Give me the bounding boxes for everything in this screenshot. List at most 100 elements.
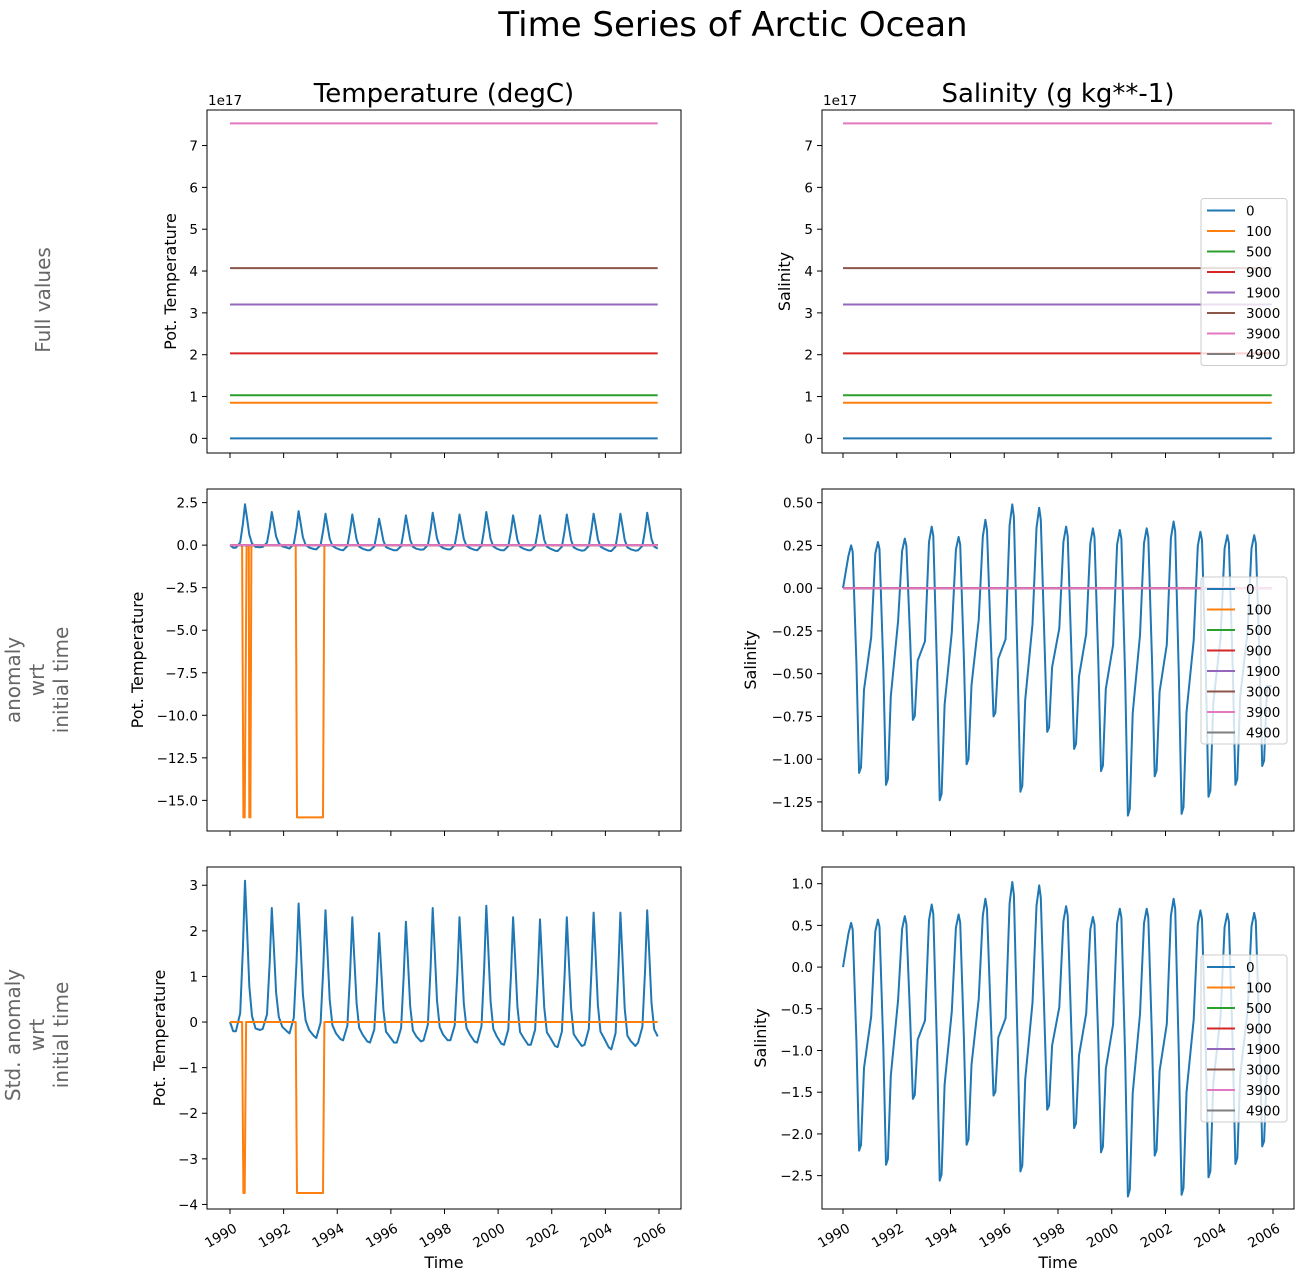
panel-full-temperature: 0 1 2 3 4 5 6 7 Pot. Temperature 1e17 [161,93,682,458]
y-tick-label: 0 [189,431,198,447]
y-tick-label: 0.5 [792,918,813,934]
y-axis-label: Pot. Temperature [150,970,169,1107]
y-tick-label: −2.5 [780,1169,813,1185]
y-tick-label: −3 [178,1152,198,1168]
x-tick-label: 2000 [470,1221,508,1252]
series-group [842,881,1272,1198]
legend-label: 1900 [1246,286,1280,302]
row-label-line: Full values [31,247,55,353]
y-tick-label: 0 [189,1015,198,1031]
legend-label: 1900 [1246,664,1280,680]
series-group [229,503,659,819]
legend-label: 100 [1246,603,1272,619]
column-title-temperature: Temperature (degC) [313,79,574,109]
legend-label: 3900 [1246,705,1280,721]
y-tick-label: −4 [178,1197,198,1213]
y-tick-label: −10.0 [157,708,198,724]
y-tick-label: 0.25 [783,538,813,554]
y-tick-label: −0.5 [780,1002,813,1018]
row-label: Std. anomalywrtinitial time [1,969,73,1101]
y-tick-label: −1.5 [780,1085,813,1101]
x-tick-label: 1994 [309,1221,347,1252]
panels: 0 1 2 3 4 5 6 7 Pot. Temperature 1e17 0 1 2 3 4 5 6 7 Sali… [128,93,1295,1272]
legend-label: 900 [1246,1022,1272,1038]
y-tick-label: 1.0 [792,877,813,893]
x-tick-label: 1992 [869,1221,907,1252]
series-line-0 [842,881,1272,1198]
y-tick-label: 7 [804,139,813,155]
x-tick-label: 1990 [815,1221,853,1252]
legend-label: 4900 [1246,726,1280,742]
legend-label: 0 [1246,582,1255,598]
panel-full-salinity: 0 1 2 3 4 5 6 7 Salinity 1e17 0 100 500 900 1900 3000 39… [775,93,1295,458]
legend-label: 4900 [1246,347,1280,363]
series-line-100 [230,1021,658,1194]
y-tick-label: −7.5 [165,666,198,682]
legend-label: 500 [1246,245,1272,261]
legend-label: 900 [1246,265,1272,281]
x-tick-label: 1990 [202,1221,240,1252]
legend-label: 100 [1246,981,1272,997]
y-tick-label: 0.00 [783,581,813,597]
y-tick-label: −2.0 [780,1127,813,1143]
x-tick-label: 2002 [1138,1221,1176,1252]
legend-label: 0 [1246,204,1255,220]
series-line-0 [229,503,659,553]
row-label: Full values [31,247,55,353]
x-tick-label: 1998 [417,1221,455,1252]
y-tick-label: 0.0 [177,538,198,554]
row-label-line: initial time [49,982,73,1089]
legend-box [1200,576,1288,745]
legend-label: 1900 [1246,1042,1280,1058]
y-tick-label: −15.0 [157,793,198,809]
legend-label: 500 [1246,1001,1272,1017]
y-tick-label: −1 [178,1061,198,1077]
legend-label: 4900 [1246,1104,1280,1120]
axes-frame [206,866,682,1210]
y-tick-label: −12.5 [157,751,198,767]
x-tick-label: 1992 [256,1221,294,1252]
y-tick-label: −0.75 [772,709,813,725]
y-tick-label: −1.00 [772,752,813,768]
y-axis-label: Salinity [775,252,794,311]
y-tick-label: 5 [189,222,198,238]
y-tick-label: −0.25 [772,624,813,640]
x-tick-label: 2002 [524,1221,562,1252]
x-axis-label: Time [1037,1253,1077,1272]
row-label-line: initial time [49,627,73,734]
y-tick-label: 0.50 [783,496,813,512]
x-tick-label: 2006 [631,1221,669,1252]
panel-anomaly-salinity: 0.50 0.25 0.00 −0.25 −0.50 −0.75 −1.00 −1.25 Sal… [741,488,1295,836]
y-tick-label: 7 [189,139,198,155]
x-tick-label: 1998 [1030,1221,1068,1252]
row-label-line: wrt [25,1019,49,1052]
y-tick-label: 2 [189,924,198,940]
y-tick-label: 3 [804,306,813,322]
legend-label: 100 [1246,224,1272,240]
y-tick-label: 5 [804,222,813,238]
series-group [230,122,658,440]
panel-std-anomaly-salinity: 1.0 0.5 0.0 −0.5 −1.0 −1.5 −2.0 −2.5 1990 1992 199… [751,866,1295,1272]
axes-frame [206,109,682,454]
x-axis-label: Time [423,1253,463,1272]
legend: 0 100 500 900 1900 3000 3900 4900 [1200,954,1288,1123]
series-group [842,503,1272,817]
series-line-0 [229,879,659,1051]
y-tick-label: 0.0 [792,960,813,976]
y-tick-label: 2 [189,348,198,364]
column-title-salinity: Salinity (g kg**-1) [942,79,1175,109]
x-tick-label: 2004 [578,1221,616,1252]
x-tick-label: 1996 [976,1221,1014,1252]
legend-label: 3900 [1246,1083,1280,1099]
y-axis-label: Salinity [751,1008,770,1067]
legend: 0 100 500 900 1900 3000 3900 4900 [1200,576,1288,745]
y-axis-label: Salinity [741,630,760,689]
y-tick-label: −1.0 [780,1044,813,1060]
legend-label: 900 [1246,644,1272,660]
row-label: anomalywrtinitial time [1,627,73,734]
row-label-line: wrt [25,664,49,697]
y-tick-label: 4 [804,264,813,280]
series-group [843,122,1272,440]
figure-title: Time Series of Arctic Ocean [497,5,967,45]
